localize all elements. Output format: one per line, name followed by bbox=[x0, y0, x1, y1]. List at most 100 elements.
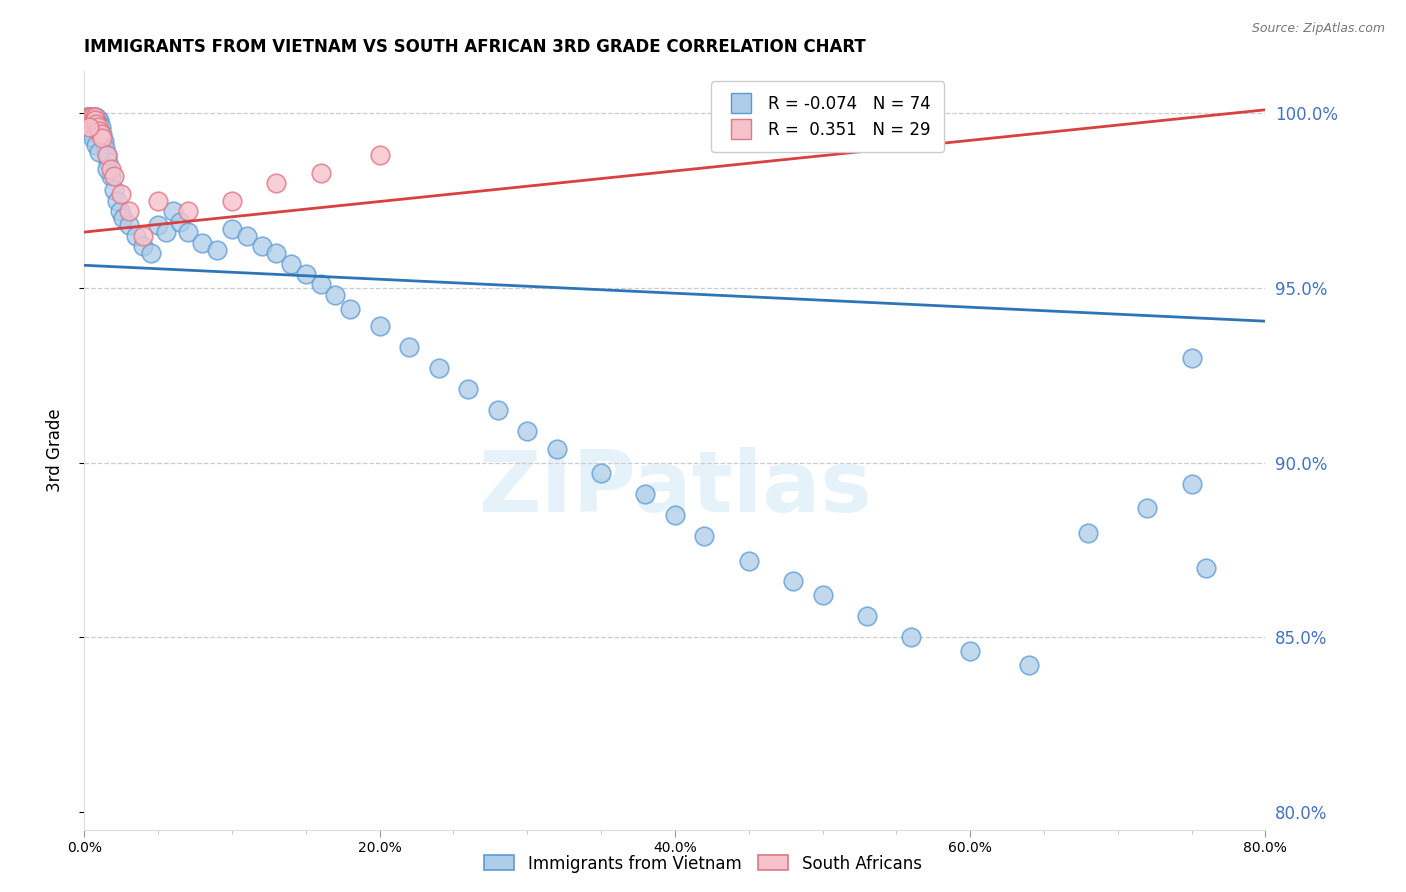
Point bbox=[80, 113, 103, 128]
Point bbox=[80, 110, 103, 124]
Point bbox=[79, 110, 101, 124]
Point bbox=[221, 221, 243, 235]
Point bbox=[309, 277, 332, 292]
Point bbox=[1181, 351, 1204, 365]
Point bbox=[82, 130, 104, 145]
Point bbox=[83, 113, 105, 128]
Point bbox=[250, 239, 273, 253]
Point bbox=[79, 124, 101, 138]
Point bbox=[177, 225, 200, 239]
Point bbox=[266, 246, 288, 260]
Point bbox=[139, 246, 162, 260]
Point bbox=[96, 148, 118, 162]
Point bbox=[84, 113, 107, 128]
Point bbox=[77, 110, 100, 124]
Point bbox=[1181, 476, 1204, 491]
Point bbox=[86, 117, 108, 131]
Point bbox=[457, 382, 479, 396]
Point bbox=[132, 239, 155, 253]
Point bbox=[811, 589, 834, 603]
Point bbox=[368, 319, 391, 334]
Point bbox=[91, 130, 114, 145]
Point bbox=[96, 148, 118, 162]
Point bbox=[90, 120, 112, 135]
Text: ZIPatlas: ZIPatlas bbox=[478, 447, 872, 530]
Point bbox=[79, 110, 101, 124]
Point bbox=[110, 186, 132, 201]
Point bbox=[169, 214, 191, 228]
Point bbox=[82, 113, 104, 128]
Point bbox=[82, 113, 104, 128]
Point bbox=[295, 267, 318, 281]
Point bbox=[516, 424, 538, 438]
Point bbox=[105, 194, 128, 208]
Point bbox=[87, 145, 111, 159]
Point bbox=[87, 117, 111, 131]
Point bbox=[93, 134, 115, 148]
Point bbox=[856, 609, 879, 624]
Point bbox=[94, 141, 117, 155]
Point bbox=[132, 228, 155, 243]
Point bbox=[427, 361, 450, 376]
Point bbox=[1195, 560, 1218, 574]
Point bbox=[738, 553, 761, 567]
Point bbox=[368, 148, 391, 162]
Point bbox=[162, 204, 184, 219]
Point bbox=[125, 228, 148, 243]
Point bbox=[77, 120, 100, 135]
Point bbox=[634, 487, 657, 501]
Point bbox=[77, 113, 100, 128]
Point bbox=[546, 442, 568, 456]
Y-axis label: 3rd Grade: 3rd Grade bbox=[45, 409, 63, 492]
Legend: R = -0.074   N = 74, R =  0.351   N = 29: R = -0.074 N = 74, R = 0.351 N = 29 bbox=[711, 81, 943, 153]
Point bbox=[782, 574, 804, 589]
Point bbox=[86, 120, 108, 135]
Point bbox=[959, 644, 981, 658]
Point bbox=[148, 194, 170, 208]
Text: Source: ZipAtlas.com: Source: ZipAtlas.com bbox=[1251, 22, 1385, 36]
Point bbox=[97, 155, 120, 169]
Point bbox=[900, 631, 922, 645]
Point bbox=[591, 466, 613, 480]
Point bbox=[80, 117, 103, 131]
Legend: Immigrants from Vietnam, South Africans: Immigrants from Vietnam, South Africans bbox=[478, 848, 928, 880]
Point bbox=[280, 256, 302, 270]
Point bbox=[82, 110, 104, 124]
Point bbox=[79, 113, 101, 128]
Point bbox=[77, 110, 100, 124]
Point bbox=[83, 110, 105, 124]
Point bbox=[664, 508, 686, 522]
Point bbox=[191, 235, 214, 250]
Point bbox=[693, 529, 716, 543]
Point bbox=[96, 162, 118, 177]
Point bbox=[76, 110, 98, 124]
Point bbox=[236, 228, 259, 243]
Point bbox=[103, 183, 125, 197]
Point bbox=[76, 110, 98, 124]
Point bbox=[103, 169, 125, 184]
Point bbox=[398, 340, 420, 354]
Point bbox=[118, 218, 141, 232]
Point bbox=[155, 225, 177, 239]
Point bbox=[148, 218, 170, 232]
Point bbox=[100, 162, 122, 177]
Text: IMMIGRANTS FROM VIETNAM VS SOUTH AFRICAN 3RD GRADE CORRELATION CHART: IMMIGRANTS FROM VIETNAM VS SOUTH AFRICAN… bbox=[84, 38, 866, 56]
Point bbox=[207, 243, 229, 257]
Point bbox=[91, 128, 114, 142]
Point bbox=[221, 194, 243, 208]
Point bbox=[1018, 658, 1040, 673]
Point bbox=[177, 204, 200, 219]
Point bbox=[118, 204, 141, 219]
Point bbox=[83, 110, 105, 124]
Point bbox=[84, 137, 107, 152]
Point bbox=[84, 110, 107, 124]
Point bbox=[486, 403, 509, 417]
Point bbox=[90, 128, 112, 142]
Point bbox=[84, 117, 107, 131]
Point bbox=[1136, 501, 1159, 516]
Point bbox=[325, 288, 347, 302]
Point bbox=[108, 204, 131, 219]
Point bbox=[82, 117, 104, 131]
Point bbox=[80, 113, 103, 128]
Point bbox=[87, 124, 111, 138]
